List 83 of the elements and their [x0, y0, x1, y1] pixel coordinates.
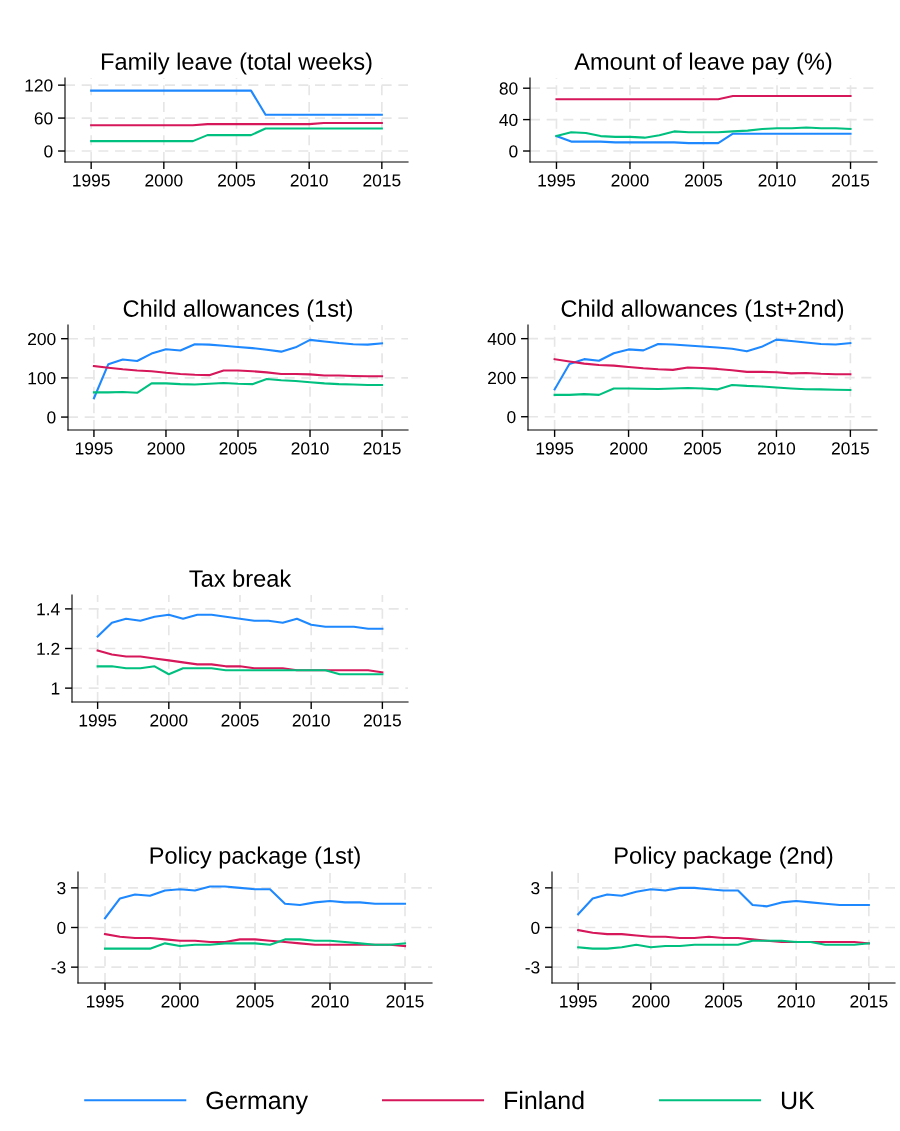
x-tick-label: 2010: [311, 995, 349, 1008]
line-series: [92, 338, 384, 400]
x-tick-label: 1995: [538, 174, 576, 187]
x-tick-label: 2000: [150, 714, 188, 727]
legend-label: UK: [781, 1091, 815, 1110]
x-tick-label: 2010: [758, 442, 796, 455]
y-tick-label: 200: [488, 371, 516, 385]
x-tick-label: 2015: [832, 174, 870, 187]
y-tick-label: 120: [25, 79, 53, 92]
x-tick-label: 1995: [560, 995, 597, 1008]
line-series: [577, 929, 870, 945]
x-tick-label: 2005: [685, 174, 723, 187]
x-tick-label: 2010: [758, 174, 796, 187]
y-tick-label: 0: [507, 410, 516, 424]
x-tick-label: 1995: [536, 442, 574, 455]
x-tick-label: 2000: [611, 174, 649, 187]
x-tick-label: 2005: [221, 714, 259, 727]
line-series: [553, 358, 852, 376]
line-series: [553, 383, 852, 396]
chart-title: Child allowances (1st+2nd): [561, 299, 844, 322]
y-tick-label: 3: [57, 882, 66, 895]
x-tick-label: 2000: [610, 442, 648, 455]
x-tick-label: 1995: [75, 442, 113, 455]
x-tick-label: 2015: [850, 995, 888, 1008]
line-series: [555, 126, 852, 139]
line-series: [577, 886, 870, 916]
x-tick-label: 2010: [777, 995, 815, 1008]
y-tick-label: 0: [47, 411, 56, 424]
line-series: [96, 649, 384, 674]
x-tick-label: 1995: [79, 714, 117, 727]
x-tick-label: 2015: [363, 174, 401, 187]
line-series: [96, 613, 384, 638]
x-tick-label: 2000: [632, 995, 670, 1008]
legend-label: Finland: [505, 1090, 584, 1110]
x-tick-label: 1995: [73, 174, 110, 187]
chart-title: Family leave (total weeks): [101, 52, 372, 75]
y-tick-label: 0: [531, 921, 540, 934]
line-series: [553, 338, 852, 391]
chart-title: Tax break: [189, 569, 292, 587]
y-tick-label: 1.2: [37, 642, 60, 655]
line-series: [103, 938, 407, 950]
x-tick-label: 2000: [147, 442, 185, 455]
line-series: [92, 365, 384, 378]
line-series: [577, 939, 870, 950]
y-tick-label: 0: [509, 145, 518, 158]
y-tick-label: 80: [499, 82, 518, 95]
chart-title: Policy package (2nd): [615, 846, 833, 869]
chart-title: Child allowances (1st): [123, 299, 353, 322]
line-series: [103, 933, 407, 948]
x-tick-label: 2015: [363, 714, 401, 727]
line-series: [96, 665, 384, 676]
y-tick-label: 200: [28, 332, 56, 346]
x-tick-label: 2015: [831, 442, 869, 455]
x-tick-label: 2010: [290, 174, 328, 187]
x-tick-label: 2005: [219, 442, 257, 455]
y-tick-label: 0: [44, 145, 53, 158]
y-tick-label: 100: [28, 372, 56, 385]
x-tick-label: 2005: [684, 442, 722, 455]
x-tick-label: 2005: [218, 174, 256, 187]
y-tick-label: 3: [531, 882, 540, 895]
x-tick-label: 2010: [292, 714, 330, 727]
x-tick-label: 2000: [145, 174, 183, 187]
y-tick-label: 40: [499, 113, 518, 127]
line-series: [555, 132, 852, 145]
x-tick-label: 2015: [386, 995, 424, 1008]
chart-title: Amount of leave pay (%): [574, 52, 832, 75]
chart-title: Policy package (1st): [150, 846, 360, 869]
y-tick-label: -3: [525, 961, 540, 974]
x-tick-label: 2015: [363, 442, 401, 455]
x-tick-label: 2010: [291, 442, 329, 455]
legend-label: Germany: [206, 1091, 308, 1115]
line-series: [92, 378, 384, 394]
y-tick-label: 400: [487, 332, 516, 346]
x-tick-label: 2000: [161, 995, 199, 1008]
x-tick-label: 1995: [87, 995, 124, 1008]
x-tick-label: 2005: [705, 995, 743, 1008]
y-tick-label: 1: [51, 682, 60, 695]
y-tick-label: 60: [34, 112, 53, 125]
y-tick-label: 1.4: [37, 603, 60, 616]
y-tick-label: 0: [57, 921, 66, 934]
y-tick-label: -3: [51, 961, 66, 974]
line-series: [103, 885, 407, 920]
x-tick-label: 2005: [236, 995, 274, 1008]
